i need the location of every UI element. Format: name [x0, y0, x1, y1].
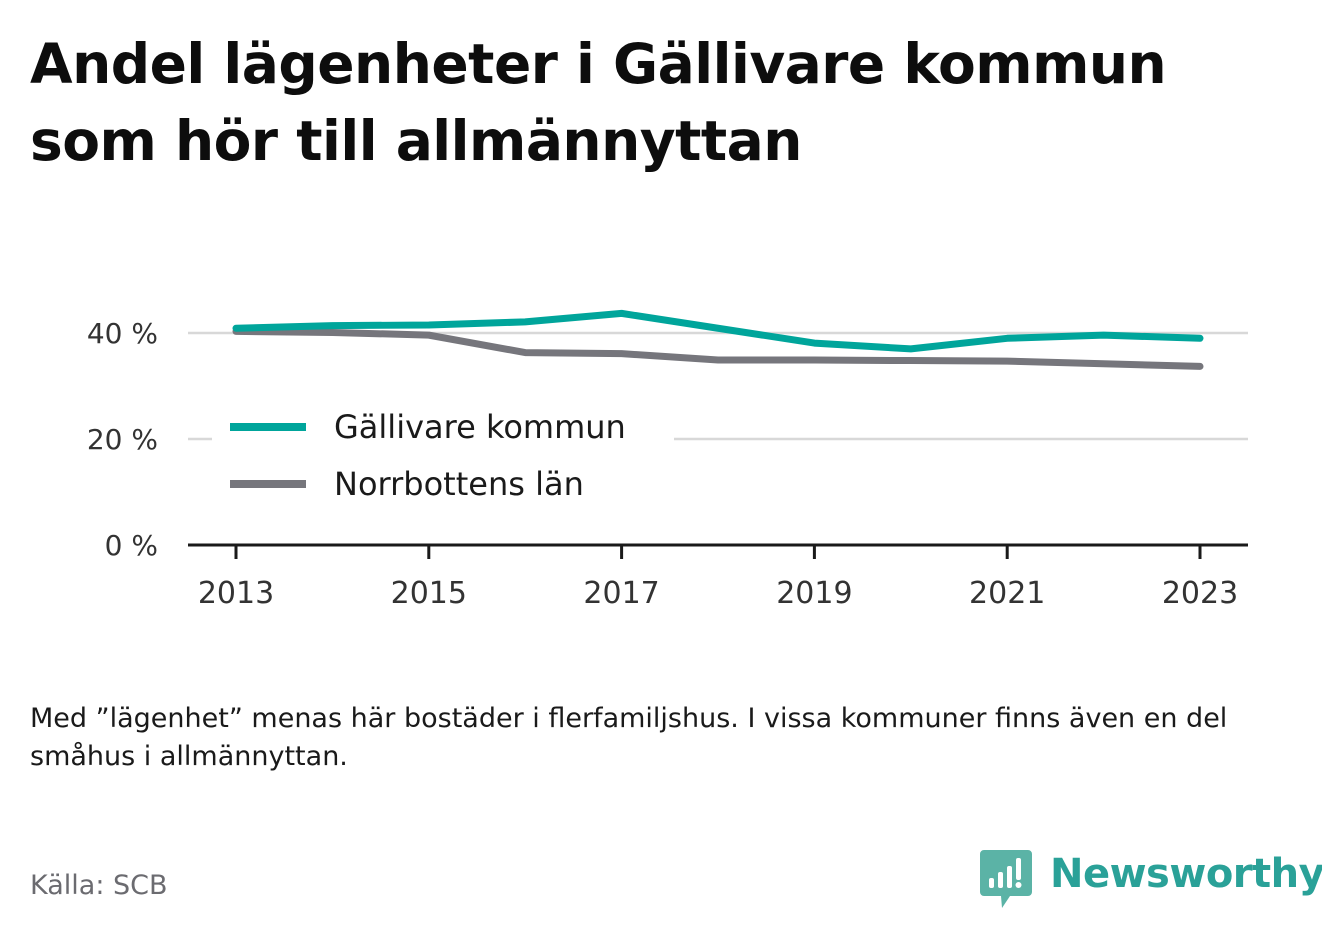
- chart-title: Andel lägenheter i Gällivare kommun som …: [30, 32, 1167, 173]
- x-tick-label: 2017: [583, 576, 659, 611]
- series-line-norrbotten: [232, 327, 1204, 370]
- y-tick-label: 40 %: [87, 317, 158, 350]
- newsworthy-logo-text: Newsworthy: [1050, 851, 1322, 897]
- x-tick-label: 2021: [969, 576, 1045, 611]
- newsworthy-logo-icon: [980, 850, 1032, 908]
- series-line-gallivare: [232, 309, 1204, 353]
- x-tick-label: 2013: [198, 576, 274, 611]
- x-tick-label: 2019: [776, 576, 852, 611]
- x-tick-label: 2023: [1162, 576, 1238, 611]
- legend-label: Gällivare kommun: [334, 408, 626, 446]
- legend-label: Norrbottens län: [334, 465, 584, 503]
- x-tick-label: 2015: [391, 576, 467, 611]
- y-tick-label: 0 %: [105, 529, 158, 562]
- source-label: Källa: SCB: [30, 870, 168, 901]
- y-tick-label: 20 %: [87, 423, 158, 456]
- line-chart: 0 % 20 % 40 % 2013 2015 2017 2019 2021 2023 Gäl…: [87, 309, 1248, 611]
- chart-note: Med ”lägenhet” menas här bostäder i fler…: [30, 703, 1228, 772]
